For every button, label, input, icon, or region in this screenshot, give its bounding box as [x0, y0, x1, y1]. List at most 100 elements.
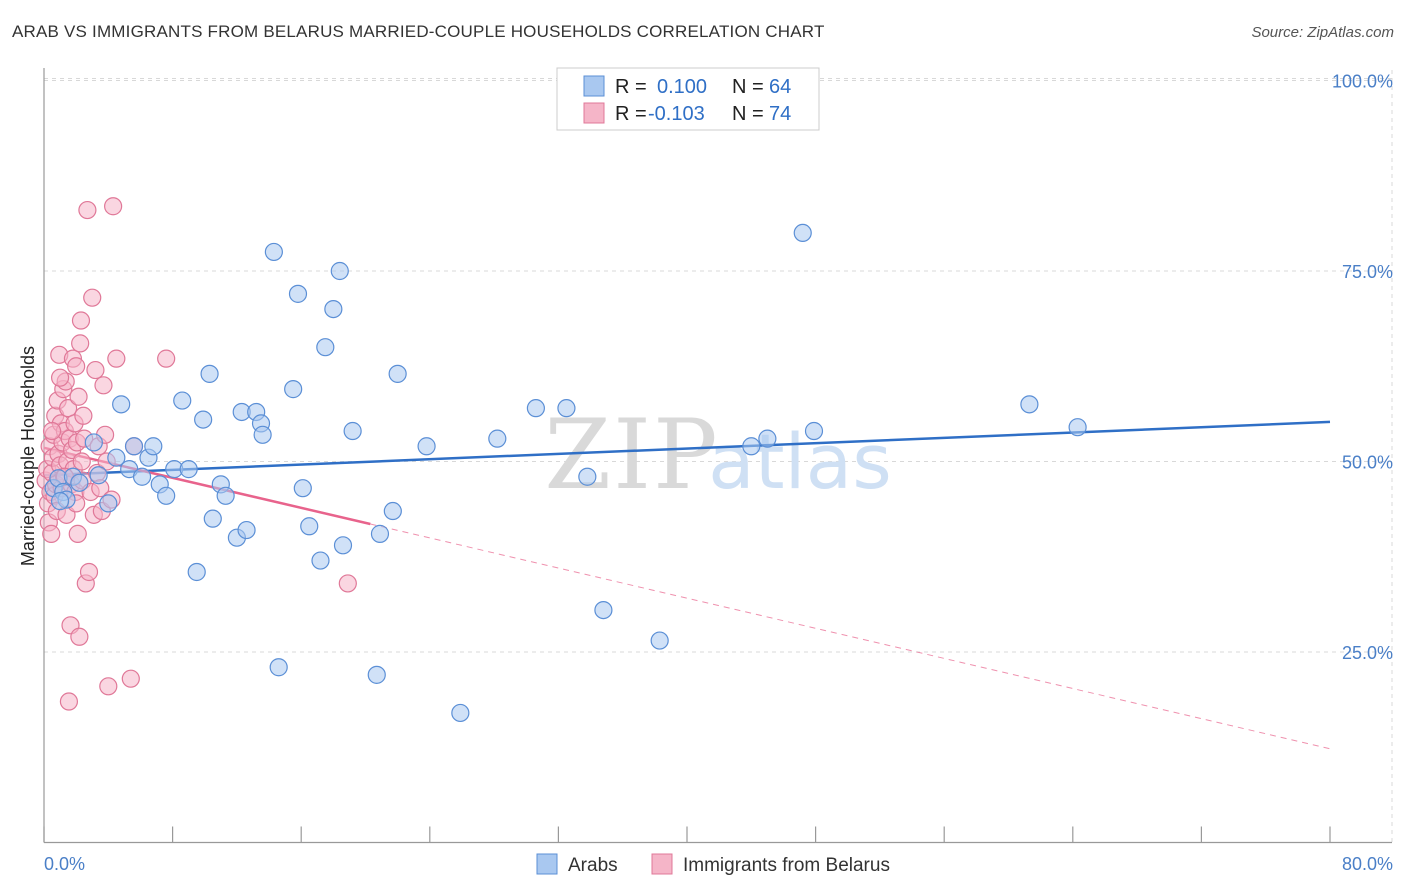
point-arabs — [650, 631, 669, 650]
point-belarus — [338, 574, 357, 593]
legend-r-label: R = — [615, 103, 647, 125]
point-arabs — [526, 399, 545, 418]
y-tick-label: 25.0% — [1342, 643, 1393, 663]
point-arabs — [99, 494, 118, 513]
point-arabs — [157, 486, 176, 505]
point-belarus — [78, 200, 97, 220]
point-arabs — [173, 391, 192, 410]
point-belarus — [121, 669, 140, 688]
point-belarus — [72, 452, 91, 471]
tick-labels: 25.0% 50.0% 75.0% 100.0% 0.0% 80.0% — [44, 72, 1393, 875]
point-arabs — [316, 338, 335, 357]
point-belarus — [71, 311, 91, 330]
legend-n-value-arabs: 64 — [769, 76, 791, 98]
point-arabs — [383, 501, 402, 521]
point-arabs — [179, 460, 198, 479]
point-belarus — [74, 406, 93, 425]
point-arabs — [70, 473, 89, 492]
point-belarus — [104, 197, 123, 216]
point-arabs — [288, 284, 308, 303]
bottom-legend-swatch-arabs — [536, 853, 558, 875]
point-belarus — [83, 288, 102, 307]
point-arabs — [187, 562, 206, 582]
watermark-zip: ZIP — [544, 399, 719, 511]
point-arabs — [107, 448, 126, 467]
point-belarus — [42, 421, 62, 441]
y-tick-label: 75.0% — [1342, 262, 1393, 282]
y-tick-label: 100.0% — [1332, 72, 1393, 92]
x-tick-label-max: 80.0% — [1342, 854, 1393, 874]
y-tick-label: 50.0% — [1342, 453, 1393, 473]
point-arabs — [793, 223, 812, 242]
point-belarus — [94, 376, 113, 395]
bottom-legend-arabs: Arabs — [568, 855, 618, 876]
point-arabs — [742, 437, 761, 456]
point-arabs — [124, 437, 144, 456]
point-arabs — [451, 703, 470, 723]
point-arabs — [370, 524, 390, 543]
point-belarus — [59, 399, 78, 418]
point-arabs — [253, 425, 272, 444]
legend-swatch-belarus — [583, 102, 605, 124]
point-arabs — [237, 520, 256, 540]
legend-r-value-belarus: -0.103 — [648, 103, 705, 125]
trend-line-arabs — [43, 420, 1331, 477]
point-belarus — [59, 692, 79, 711]
point-arabs — [324, 300, 343, 319]
point-arabs — [578, 467, 597, 486]
point-arabs — [84, 433, 103, 452]
point-arabs — [1068, 418, 1087, 437]
axes — [43, 68, 1392, 844]
x-tick-label-min: 0.0% — [44, 854, 85, 874]
point-arabs — [89, 466, 108, 485]
point-belarus — [67, 357, 86, 376]
point-arabs — [417, 437, 436, 456]
point-belarus — [99, 677, 118, 696]
series-legend: Arabs Immigrants from Belarus — [536, 853, 890, 876]
point-arabs — [343, 421, 362, 441]
point-arabs — [804, 421, 824, 441]
point-arabs — [132, 467, 152, 486]
point-arabs — [333, 536, 353, 555]
point-arabs — [194, 410, 213, 429]
legend-swatch-arabs — [583, 75, 605, 97]
watermark-atlas: atlas — [708, 417, 892, 506]
legend-n-label: N = — [732, 103, 764, 125]
gridlines — [44, 70, 1393, 843]
point-belarus — [42, 524, 61, 543]
chart-title: ARAB VS IMMIGRANTS FROM BELARUS MARRIED-… — [12, 22, 825, 41]
point-arabs — [388, 364, 407, 383]
point-arabs — [1020, 395, 1039, 414]
legend-r-value-arabs: 0.100 — [657, 76, 707, 98]
point-arabs — [488, 429, 507, 448]
point-arabs — [330, 261, 349, 281]
data-points — [36, 197, 1087, 723]
point-arabs — [216, 486, 235, 505]
trend-line-belarus-extension — [370, 523, 1331, 750]
point-belarus — [157, 349, 176, 368]
point-arabs — [200, 364, 219, 383]
correlation-legend: R = 0.100 N = 64 R = -0.103 N = 74 — [556, 67, 820, 131]
source-label: Source: ZipAtlas.com — [1251, 24, 1394, 41]
point-arabs — [112, 395, 131, 414]
point-arabs — [594, 600, 613, 620]
point-arabs — [50, 492, 70, 511]
point-arabs — [203, 509, 222, 528]
point-arabs — [557, 399, 576, 418]
point-belarus — [86, 360, 105, 380]
point-belarus — [79, 562, 99, 582]
legend-n-label: N = — [732, 76, 764, 98]
point-arabs — [300, 517, 319, 536]
point-belarus — [71, 334, 90, 353]
point-arabs — [144, 437, 163, 456]
y-axis-label: Married-couple Households — [18, 346, 38, 566]
point-belarus — [50, 368, 70, 387]
point-arabs — [367, 665, 386, 684]
point-arabs — [311, 551, 330, 570]
point-arabs — [264, 242, 283, 262]
bottom-legend-belarus: Immigrants from Belarus — [683, 855, 890, 876]
legend-n-value-belarus: 74 — [769, 103, 791, 125]
point-belarus — [70, 627, 89, 646]
